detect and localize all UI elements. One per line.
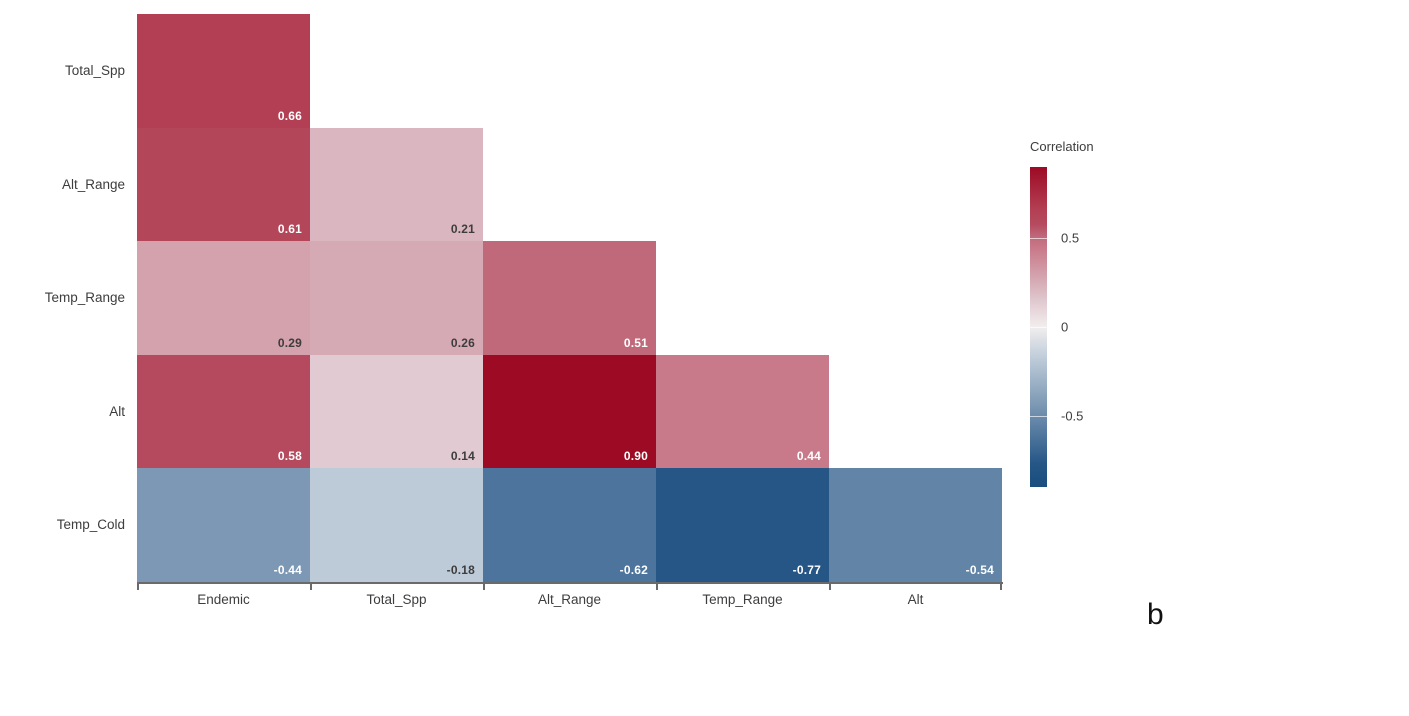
heatmap-cell-Temp_Cold-Temp_Range: -0.77	[656, 468, 829, 582]
cell-value: 0.66	[277, 108, 302, 123]
x-axis-label-Temp_Range: Temp_Range	[702, 592, 783, 607]
cell-value: 0.21	[450, 222, 475, 236]
x-axis-tick	[1000, 582, 1002, 590]
cell-value: -0.77	[792, 562, 821, 577]
heatmap-cell-Temp_Cold-Total_Spp: -0.18	[310, 468, 483, 582]
heatmap-cell-Temp_Range-Total_Spp: 0.26	[310, 241, 483, 355]
x-axis-tick	[829, 582, 831, 590]
colorbar-tick-label: 0	[1061, 319, 1069, 335]
cell-value: -0.44	[273, 562, 302, 577]
heatmap-cell-Alt_Range-Total_Spp: 0.21	[310, 127, 483, 241]
heatmap-cell-Total_Spp-Endemic: 0.66	[137, 14, 310, 128]
colorbar-title: Correlation	[1030, 139, 1094, 154]
colorbar-tick-line	[1030, 415, 1047, 417]
cell-value: -0.18	[446, 562, 475, 577]
y-axis-label-Temp_Range: Temp_Range	[44, 290, 125, 306]
x-axis-tick	[310, 582, 312, 590]
panel-label-b: b	[1147, 598, 1164, 631]
cell-value: -0.54	[965, 562, 994, 577]
cell-value: 0.51	[623, 335, 648, 350]
y-axis-label-Alt_Range: Alt_Range	[61, 176, 125, 192]
heatmap-cell-Temp_Range-Endemic: 0.29	[137, 241, 310, 355]
cell-value: 0.58	[277, 449, 302, 463]
heatmap-cell-Alt-Alt_Range: 0.90	[483, 354, 656, 468]
y-axis-label-Temp_Cold: Temp_Cold	[56, 517, 125, 533]
colorbar-tick-label: 0.5	[1061, 230, 1080, 246]
heatmap-cell-Alt_Range-Endemic: 0.61	[137, 127, 310, 241]
heatmap-cell-Temp_Range-Alt_Range: 0.51	[483, 241, 656, 355]
x-axis-label-Alt_Range: Alt_Range	[537, 592, 602, 607]
y-axis-label-Total_Spp: Total_Spp	[64, 63, 125, 79]
x-axis-label-Alt: Alt	[907, 592, 924, 607]
x-axis-label-Endemic: Endemic	[197, 592, 250, 607]
x-axis-tick	[656, 582, 658, 590]
heatmap-cell-Alt-Temp_Range: 0.44	[656, 354, 829, 468]
heatmap-cell-Temp_Cold-Alt_Range: -0.62	[483, 468, 656, 582]
cell-value: -0.62	[619, 562, 648, 577]
heatmap-cell-Temp_Cold-Alt: -0.54	[829, 468, 1002, 582]
colorbar-tick-line	[1030, 238, 1047, 240]
y-axis-label-Alt: Alt	[109, 403, 125, 419]
x-axis-line	[137, 582, 1003, 584]
heatmap-cell-Alt-Total_Spp: 0.14	[310, 354, 483, 468]
x-axis-label-Total_Spp: Total_Spp	[366, 592, 427, 607]
heatmap-cell-Alt-Endemic: 0.58	[137, 354, 310, 468]
cell-value: 0.90	[623, 449, 648, 463]
cell-value: 0.26	[450, 335, 475, 350]
x-axis-tick	[483, 582, 485, 590]
cell-value: 0.29	[277, 335, 302, 350]
cell-value: 0.61	[277, 222, 302, 236]
colorbar-tick-label: -0.5	[1061, 408, 1084, 424]
x-axis-tick	[137, 582, 139, 590]
cell-value: 0.14	[450, 449, 475, 463]
cell-value: 0.44	[796, 449, 821, 463]
heatmap-cell-Temp_Cold-Endemic: -0.44	[137, 468, 310, 582]
colorbar-tick-line	[1030, 327, 1047, 328]
